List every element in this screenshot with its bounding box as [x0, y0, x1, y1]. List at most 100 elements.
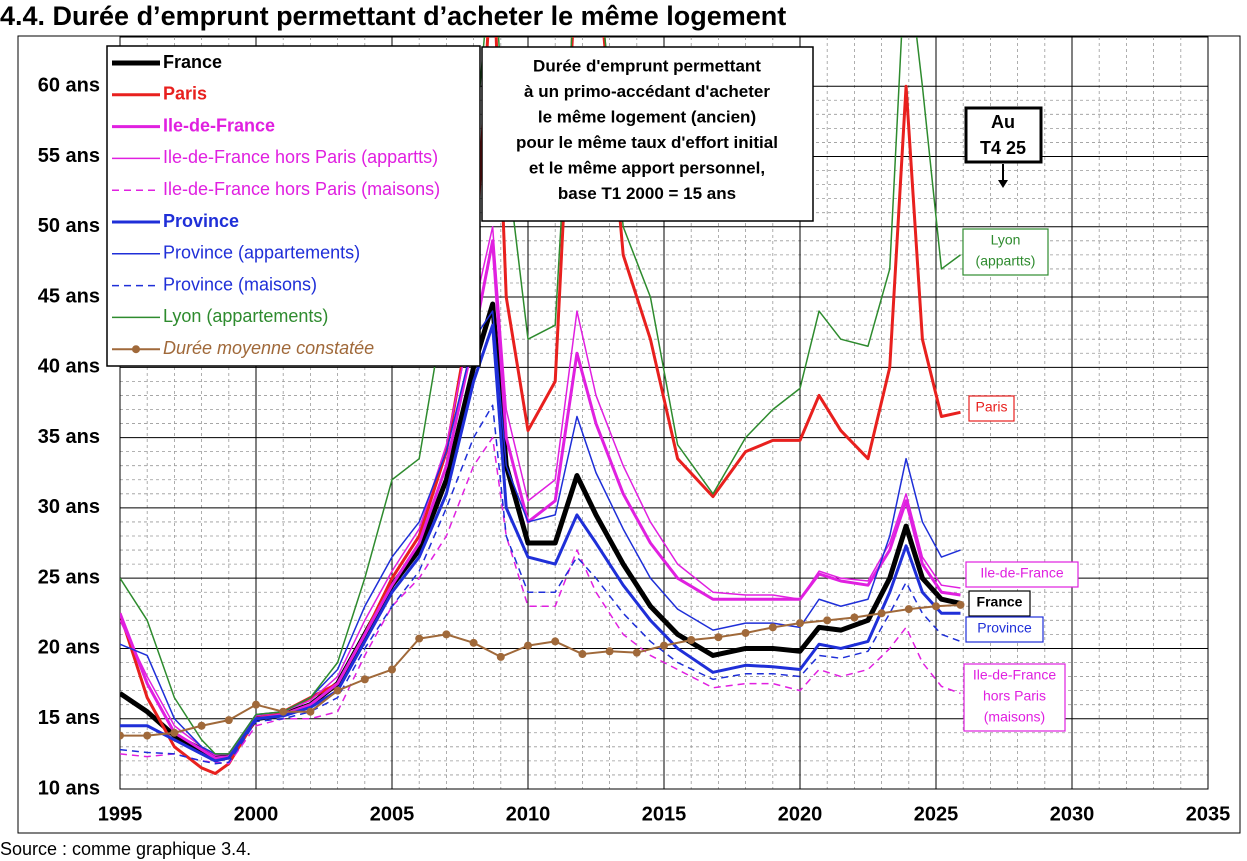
end-label-text: hors Paris: [983, 688, 1046, 704]
series-marker: [823, 616, 832, 625]
period-text: T4 25: [980, 138, 1026, 158]
legend-label: Ile-de-France: [163, 115, 275, 135]
end-label-box: [965, 616, 1044, 643]
series-marker: [687, 636, 696, 645]
period-arrowhead: [998, 180, 1008, 188]
series-marker: [197, 721, 206, 730]
chart-title: 4.4. Durée d’emprunt permettant d’achete…: [0, 1, 786, 31]
series-marker: [850, 613, 859, 622]
series-marker: [768, 623, 777, 632]
period-box: [964, 106, 1043, 164]
series-marker: [143, 731, 152, 740]
chart-frame: [17, 35, 1241, 834]
end-label-text: (maisons): [984, 709, 1045, 725]
series-marker: [252, 700, 260, 709]
end-label-box: [962, 228, 1049, 276]
series-marker: [632, 648, 641, 657]
series-line: [120, 603, 961, 737]
annotation-text: le même logement (ancien): [538, 107, 756, 126]
y-tick-label: 25 ans: [38, 566, 100, 588]
x-tick-label: 2030: [1050, 803, 1095, 825]
series-marker: [660, 641, 668, 650]
end-label-text: Ile-de-France: [980, 565, 1063, 581]
series-marker: [496, 652, 505, 661]
legend-label: Ile-de-France hors Paris (appartts): [163, 147, 438, 167]
end-label-text: (appartts): [976, 253, 1036, 269]
series-marker: [524, 641, 532, 650]
y-tick-label: 20 ans: [38, 637, 100, 659]
period-text: Au: [991, 112, 1015, 132]
y-tick-label: 30 ans: [38, 496, 100, 518]
y-tick-label: 35 ans: [38, 426, 100, 448]
series-marker: [741, 628, 750, 637]
series-marker: [904, 605, 913, 614]
x-tick-label: 2010: [506, 803, 551, 825]
end-label-box: [968, 590, 1031, 617]
series-marker: [279, 707, 288, 716]
series-marker: [170, 728, 179, 737]
series-marker: [956, 600, 965, 609]
annotation-text: à un primo-accédant d'acheter: [524, 82, 770, 101]
legend-label: Ile-de-France hors Paris (maisons): [163, 179, 440, 199]
plot-lines: [120, 37, 965, 776]
series-line: [120, 436, 961, 765]
y-tick-label: 60 ans: [38, 74, 100, 96]
series-marker: [932, 602, 940, 611]
series-marker: [333, 686, 342, 695]
y-tick-label: 55 ans: [38, 145, 100, 167]
series-line: [120, 37, 961, 755]
y-tick-label: 15 ans: [38, 707, 100, 729]
series-marker: [442, 630, 451, 639]
legend-label: Paris: [163, 84, 207, 104]
y-tick-label: 10 ans: [38, 777, 100, 799]
x-tick-label: 2020: [778, 803, 823, 825]
legend-label: Province (appartements): [163, 243, 360, 263]
annotation-text: et le même apport personnel,: [529, 158, 765, 177]
annotation-box: [481, 46, 814, 222]
legend-box: [106, 45, 481, 367]
series-line: [120, 404, 961, 765]
end-label-text: Paris: [976, 399, 1008, 415]
series-marker: [605, 647, 614, 656]
series-marker: [578, 650, 587, 659]
annotation-text: base T1 2000 = 15 ans: [558, 184, 736, 203]
x-tick-label: 2025: [914, 803, 959, 825]
series-marker: [469, 638, 478, 647]
legend-label: Durée moyenne constatée: [163, 338, 374, 358]
end-label-box: [965, 561, 1079, 588]
end-label-text: France: [977, 594, 1023, 610]
x-tick-label: 2035: [1186, 803, 1231, 825]
series-line: [120, 323, 961, 763]
legend-label: France: [163, 52, 222, 72]
x-tick-label: 2000: [234, 803, 279, 825]
end-label-text: Province: [977, 620, 1032, 636]
source-note: Source : comme graphique 3.4.: [0, 839, 251, 859]
legend-marker: [132, 345, 140, 354]
series-marker: [306, 707, 315, 716]
legend-label: Lyon (appartements): [163, 306, 328, 326]
series-marker: [796, 619, 804, 628]
series-marker: [388, 665, 396, 674]
end-label-text: Lyon: [991, 232, 1021, 248]
x-tick-label: 2015: [642, 803, 687, 825]
y-tick-label: 45 ans: [38, 285, 100, 307]
series-marker: [224, 716, 233, 725]
annotation-text: pour le même taux d'effort initial: [516, 133, 778, 152]
end-label-text: Ile-de-France: [973, 667, 1056, 683]
x-tick-label: 2005: [370, 803, 415, 825]
legend-label: Province: [163, 211, 239, 231]
end-label-box: [968, 395, 1015, 422]
series-marker: [120, 731, 124, 740]
annotation-text: Durée d'emprunt permettant: [533, 56, 761, 75]
series-marker: [415, 634, 424, 643]
legend-label: Province (maisons): [163, 274, 317, 294]
y-tick-label: 50 ans: [38, 215, 100, 237]
series-marker: [551, 637, 560, 646]
series-marker: [877, 609, 886, 618]
series-marker: [360, 675, 369, 684]
series-marker: [714, 633, 723, 642]
x-tick-label: 1995: [98, 803, 143, 825]
overlays: France Paris Ile-de-France Ile-de-France ho…: [106, 45, 1079, 732]
end-label-box: [963, 663, 1066, 732]
